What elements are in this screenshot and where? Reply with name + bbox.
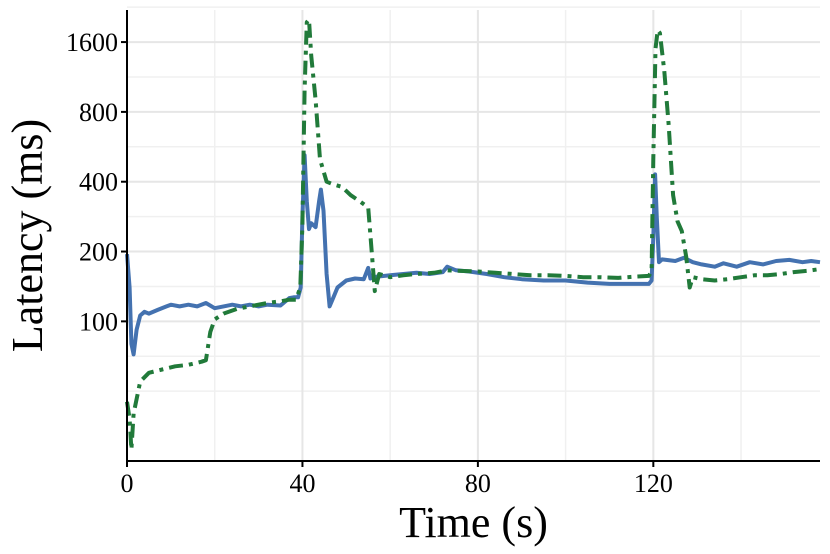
x-tick-label: 40: [289, 469, 315, 498]
axes: [121, 10, 820, 467]
grid: [126, 6, 820, 461]
series-layer: [125, 17, 821, 452]
y-tick-label: 1600: [66, 28, 118, 57]
y-tick-label: 200: [79, 238, 118, 267]
y-tick-label: 400: [79, 168, 118, 197]
y-tick-labels: 100 200 400 800 1600: [66, 28, 118, 336]
x-tick-labels: 0 40 80 120: [121, 469, 673, 498]
y-tick-label: 800: [79, 98, 118, 127]
y-tick-label: 100: [79, 307, 118, 336]
series-line-2: [125, 17, 821, 452]
series-line-1: [125, 153, 821, 357]
x-axis-title: Time (s): [399, 498, 548, 547]
x-tick-label: 0: [121, 469, 134, 498]
x-tick-label: 80: [465, 469, 491, 498]
y-axis-title: Latency (ms): [3, 119, 52, 352]
x-tick-label: 120: [634, 469, 673, 498]
